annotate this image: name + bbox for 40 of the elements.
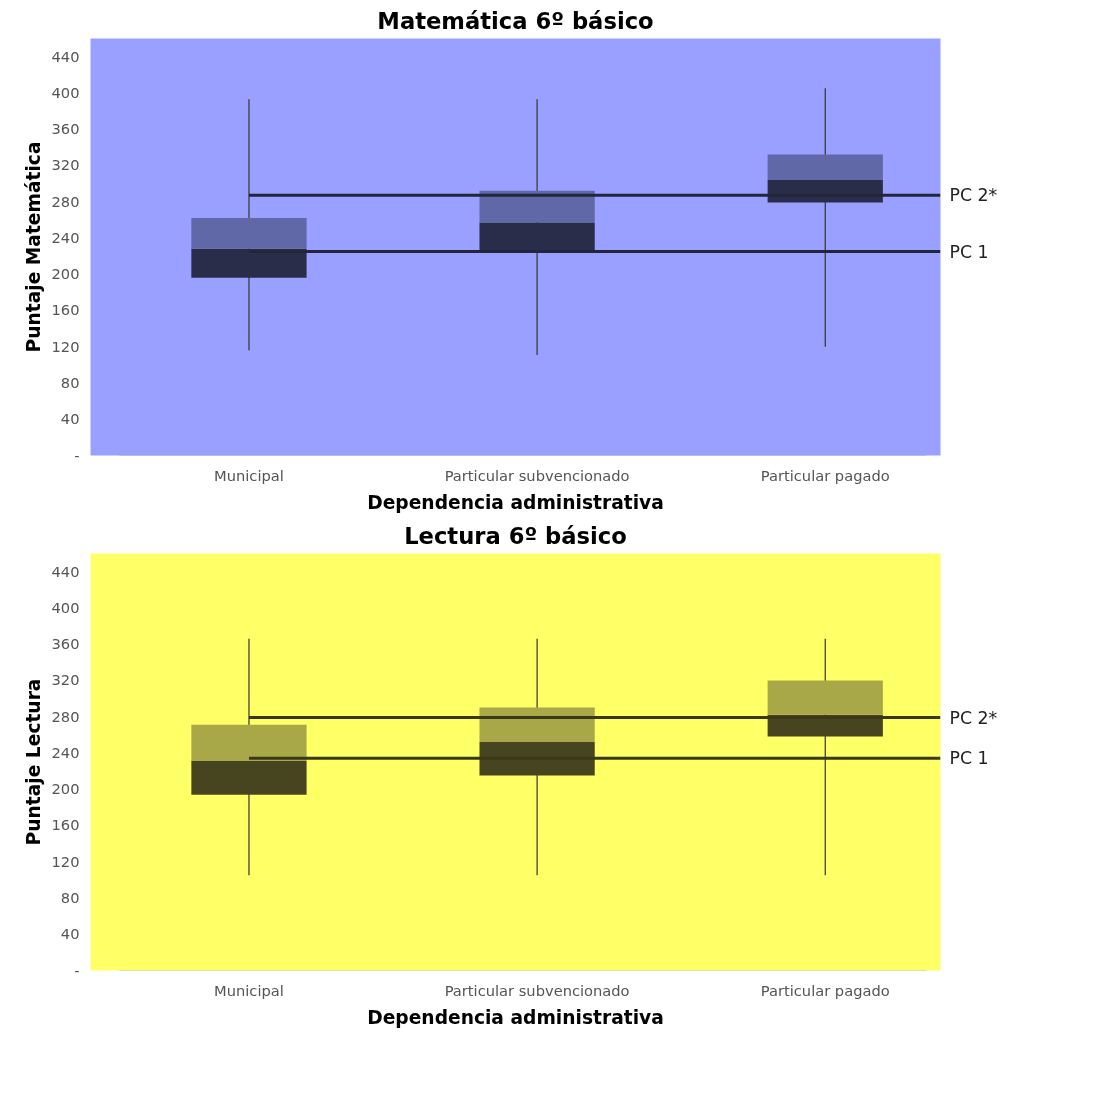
ref-line-label: PC 2* (949, 185, 998, 206)
y-tick-label: 320 (51, 671, 80, 689)
ref-line-label: PC 1 (949, 241, 989, 262)
y-tick-label: 360 (51, 120, 80, 138)
y-tick-label: 160 (51, 301, 80, 319)
x-tick-label: Municipal (214, 466, 284, 484)
y-tick-label: 400 (51, 83, 80, 101)
y-tick-label: 80 (60, 373, 80, 391)
y-axis-title: Puntaje Matemática (22, 141, 44, 353)
y-tick-label: 320 (51, 156, 80, 174)
y-tick-label: 240 (51, 228, 80, 246)
y-tick-label: 240 (51, 743, 80, 761)
x-tick-label: Particular subvencionado (444, 466, 630, 484)
y-tick-label: 80 (60, 888, 80, 906)
x-axis-title: Dependencia administrativa (367, 491, 664, 513)
y-axis-title: Puntaje Lectura (22, 678, 44, 846)
chart-title: Lectura 6º básico (404, 522, 627, 549)
y-tick-label: 40 (60, 410, 80, 428)
x-tick-label: Municipal (214, 981, 284, 999)
ref-line-label: PC 2* (949, 707, 998, 728)
x-tick-label: Particular pagado (760, 466, 890, 484)
y-tick-label: 280 (51, 192, 80, 210)
ref-line-label: PC 1 (949, 748, 989, 769)
y-tick-label: 120 (51, 337, 80, 355)
y-tick-label: 360 (51, 635, 80, 653)
y-tick-label: - (74, 961, 80, 979)
x-axis-title: Dependencia administrativa (367, 1006, 664, 1028)
y-tick-label: 200 (51, 780, 80, 798)
y-tick-label: 200 (51, 265, 80, 283)
y-tick-label: 440 (51, 47, 80, 65)
y-tick-label: 120 (51, 852, 80, 870)
y-tick-label: 400 (51, 598, 80, 616)
y-tick-label: 280 (51, 707, 80, 725)
chart-title: Matemática 6º básico (377, 7, 654, 34)
y-tick-label: - (74, 446, 80, 464)
y-tick-label: 440 (51, 562, 80, 580)
y-tick-label: 40 (60, 925, 80, 943)
y-tick-label: 160 (51, 816, 80, 834)
x-tick-label: Particular subvencionado (444, 981, 630, 999)
x-tick-label: Particular pagado (760, 981, 890, 999)
